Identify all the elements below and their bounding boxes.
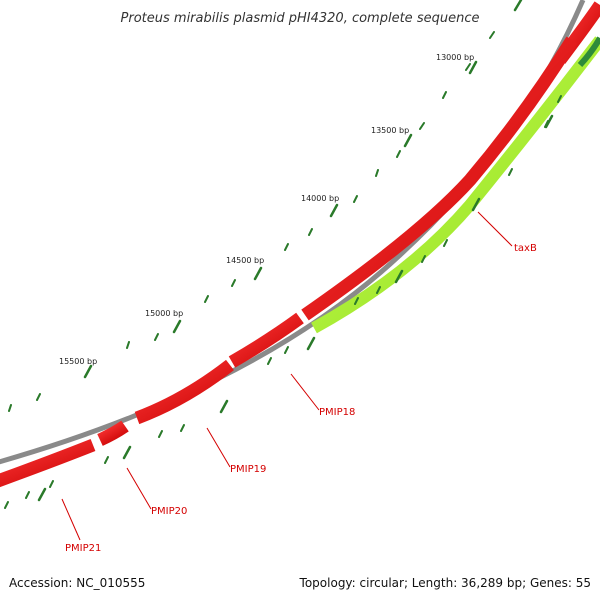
label-line-pmip19 <box>206 427 231 468</box>
gene-label-pmip20[interactable]: PMIP20 <box>151 506 187 517</box>
gene-arc-taxb <box>311 36 600 334</box>
gene-label-taxb[interactable]: taxB <box>514 243 537 254</box>
label-line-pmip18 <box>290 373 320 411</box>
tick-label-13500: 13500 bp <box>371 126 409 135</box>
outer-tick-dots <box>8 31 495 412</box>
backbone <box>0 0 586 465</box>
summary-text: Topology: circular; Length: 36,289 bp; G… <box>299 576 591 590</box>
gene-arc-pmip20 <box>97 420 129 446</box>
gene-arc-pmip21 <box>0 438 96 488</box>
gene-label-pmip19[interactable]: PMIP19 <box>230 464 266 475</box>
label-line-taxb <box>477 211 513 247</box>
gene-arc-pmip18 <box>228 312 304 368</box>
tick-label-14000: 14000 bp <box>301 194 339 203</box>
tick-labels: 13000 bp 13500 bp 14000 bp 14500 bp 1500… <box>59 53 474 366</box>
gene-arc-pmip19 <box>134 359 234 425</box>
forward-gene-track <box>0 1 600 488</box>
gene-arc-other <box>577 36 600 68</box>
outer-tick-dashes <box>83 0 523 379</box>
gene-arc-forward-main <box>301 36 578 321</box>
gene-label-pmip21[interactable]: PMIP21 <box>65 543 101 554</box>
outer-tick-ring <box>8 0 523 412</box>
inner-tick-dashes <box>37 114 554 502</box>
tick-label-15000: 15000 bp <box>145 309 183 318</box>
label-line-pmip20 <box>126 467 152 510</box>
tick-label-14500: 14500 bp <box>226 256 264 265</box>
map-title: Proteus mirabilis plasmid pHI4320, compl… <box>121 11 480 26</box>
reverse-gene-track <box>311 36 600 334</box>
tick-label-15500: 15500 bp <box>59 357 97 366</box>
label-line-pmip21 <box>61 498 81 541</box>
accession-text: Accession: NC_010555 <box>9 576 146 590</box>
inner-tick-ring <box>4 95 562 509</box>
tick-label-13000: 13000 bp <box>436 53 474 62</box>
gene-label-pmip18[interactable]: PMIP18 <box>319 407 355 418</box>
label-lines <box>61 211 513 541</box>
gene-labels: taxB PMIP18 PMIP19 PMIP20 PMIP21 <box>65 243 537 554</box>
